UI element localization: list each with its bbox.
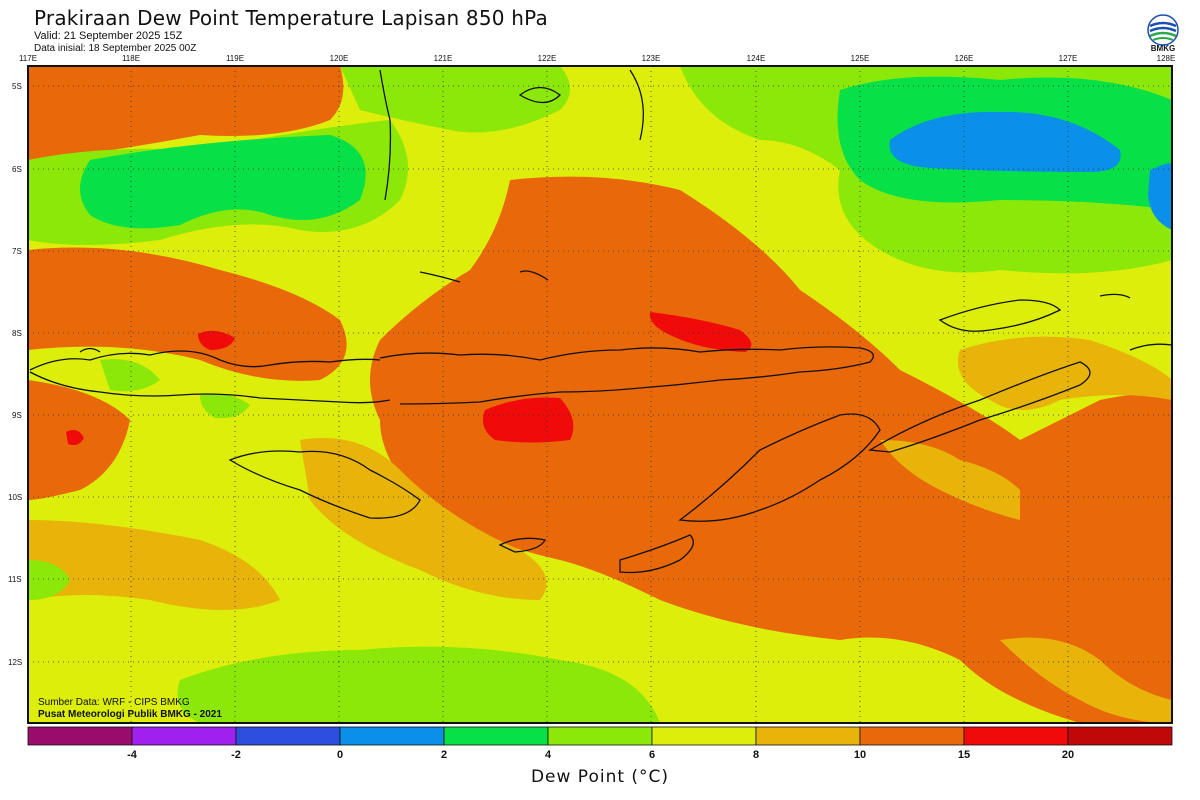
colorbar-swatch (963, 726, 1069, 746)
lon-tick-label: 118E (122, 54, 140, 63)
coastlines (29, 69, 1172, 574)
colorbar-swatch (443, 726, 549, 746)
colorbar-swatch (755, 726, 861, 746)
lat-tick-label: 5S (12, 82, 22, 91)
colorbar-label: 20 (1061, 749, 1075, 761)
colorbar-label: 4 (544, 749, 552, 761)
field-red-spot (482, 397, 574, 443)
colorbar-swatch (859, 726, 965, 746)
valid-time: Valid: 21 September 2025 15Z (34, 30, 183, 42)
map-frame (27, 65, 1173, 724)
lat-ticks: 5S 6S 7S 8S 9S 10S 11S 12S (8, 82, 22, 667)
lon-tick-label: 121E (434, 54, 453, 63)
lon-tick-label: 127E (1059, 54, 1078, 63)
colorbar-label: 0 (336, 749, 344, 761)
colorbar-label: 8 (752, 749, 760, 761)
colorbar-label: 2 (440, 749, 448, 761)
colorbar-swatch (131, 726, 237, 746)
lat-tick-label: 7S (12, 247, 22, 256)
lat-tick-label: 8S (12, 329, 22, 338)
lon-tick-label: 123E (642, 54, 661, 63)
lon-tick-label: 120E (330, 54, 349, 63)
lon-ticks: 117E 118E 119E 120E 121E 122E 123E 124E … (19, 54, 1175, 63)
colorbar-swatch (547, 726, 653, 746)
colorbar-swatch (27, 726, 133, 746)
colorbar-swatch (1067, 726, 1173, 746)
init-time: Data inisial: 18 September 2025 00Z (34, 43, 197, 54)
lon-tick-label: 128E (1157, 54, 1176, 63)
logo-text: BMKG (1150, 44, 1176, 53)
publisher-text: Pusat Meteorologi Publik BMKG - 2021 (38, 709, 222, 720)
field-orange-core (370, 176, 1172, 723)
source-text: Sumber Data: WRF - CIPS BMKG (38, 697, 190, 708)
lon-tick-label: 119E (226, 54, 244, 63)
lat-tick-label: 12S (8, 658, 22, 667)
grid (28, 66, 1172, 723)
colorbar-title: Dew Point (°C) (530, 767, 670, 787)
lat-tick-label: 11S (8, 575, 22, 584)
lat-tick-label: 9S (12, 411, 22, 420)
colorbar-label: -2 (231, 749, 241, 761)
lon-tick-label: 124E (747, 54, 766, 63)
colorbar-swatch (651, 726, 757, 746)
colorbar-swatch (339, 726, 445, 746)
bmkg-logo-icon (1147, 14, 1179, 46)
field-red-spot (649, 312, 752, 352)
lon-tick-label: 117E (19, 54, 37, 63)
colorbar-label: 15 (957, 749, 971, 761)
colorbar-swatch (235, 726, 341, 746)
colorbar (27, 726, 1173, 746)
lat-tick-label: 10S (8, 493, 22, 502)
colorbar-label: 10 (853, 749, 867, 761)
lon-tick-label: 122E (538, 54, 557, 63)
lon-tick-label: 125E (851, 54, 870, 63)
colorbar-label: 6 (648, 749, 656, 761)
lon-tick-label: 126E (955, 54, 974, 63)
chart-title: Prakiraan Dew Point Temperature Lapisan … (34, 6, 548, 30)
colorbar-label: -4 (127, 749, 137, 761)
lat-tick-label: 6S (12, 165, 22, 174)
